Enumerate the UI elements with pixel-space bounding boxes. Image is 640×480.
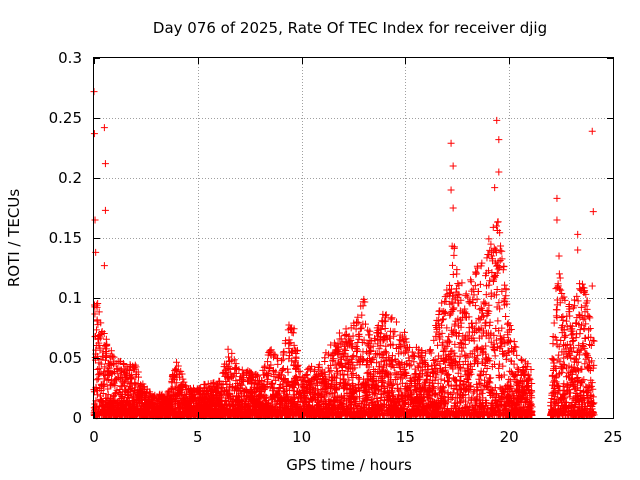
data-point: [173, 358, 181, 366]
data-point: [107, 347, 115, 355]
data-point: [113, 365, 121, 373]
data-point: [100, 329, 108, 337]
data-point: [103, 340, 111, 348]
data-point: [214, 381, 222, 389]
data-point: [143, 388, 151, 396]
data-point: [94, 366, 102, 374]
data-point: [182, 382, 190, 390]
data-point: [110, 353, 118, 361]
data-point: [94, 299, 102, 307]
grid: [94, 58, 613, 418]
data-point: [97, 360, 105, 368]
data-point: [125, 391, 133, 399]
data-point: [97, 330, 105, 338]
data-point: [101, 363, 109, 371]
data-point: [201, 381, 209, 389]
data-point: [135, 373, 143, 381]
data-point: [98, 352, 106, 360]
data-point: [93, 303, 101, 311]
data-point: [93, 316, 101, 324]
data-point: [216, 391, 224, 399]
data-point: [168, 384, 176, 392]
data-point: [132, 363, 140, 371]
chart-title: Day 076 of 2025, Rate Of TEC Index for r…: [153, 19, 547, 37]
data-point: [99, 389, 107, 397]
data-point: [107, 369, 115, 377]
data-point: [97, 319, 105, 327]
data-point: [95, 308, 103, 316]
data-point: [93, 376, 101, 384]
data-point: [179, 375, 187, 383]
data-point: [178, 370, 186, 378]
data-point: [126, 367, 134, 375]
data-point: [111, 382, 119, 390]
data-point: [174, 362, 182, 370]
data-point: [117, 382, 125, 390]
data-point: [104, 391, 112, 399]
data-point: [124, 366, 132, 374]
data-points: [90, 88, 598, 420]
data-point: [91, 310, 99, 318]
data-point: [116, 386, 124, 394]
data-point: [93, 326, 101, 334]
